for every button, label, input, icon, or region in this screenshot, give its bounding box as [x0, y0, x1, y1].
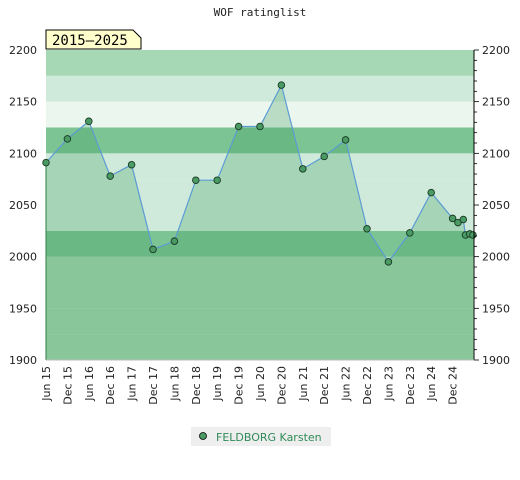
- data-point: [277, 81, 286, 89]
- background-band: [46, 256, 474, 283]
- x-tick-label: Jun 18: [168, 366, 181, 402]
- background-band: [46, 282, 474, 309]
- y-tick-label-left: 1900: [9, 354, 37, 367]
- background-band: [46, 153, 474, 180]
- x-tick-label: Dec 22: [361, 366, 374, 405]
- x-tick-label: Jun 17: [126, 366, 139, 402]
- x-tick-label: Dec 21: [318, 366, 331, 405]
- series-points: [42, 81, 477, 266]
- background-band: [46, 50, 474, 76]
- x-tick-label: Dec 18: [190, 366, 203, 405]
- background-band: [46, 334, 474, 360]
- chart-title: WOF ratinglist: [214, 6, 307, 19]
- data-point: [363, 225, 371, 233]
- legend-label: FELDBORG Karsten: [216, 431, 322, 444]
- y-axis-right-ticks: 1900 1950 2000 2050 2100 2150 2200: [474, 44, 510, 367]
- y-tick-label-left: 2050: [9, 199, 37, 212]
- y-tick-label-left: 2200: [9, 44, 37, 57]
- x-tick-label: Dec 24: [447, 366, 460, 405]
- y-tick-label-right: 2100: [482, 147, 510, 160]
- y-tick-label-left: 2150: [9, 96, 37, 109]
- x-tick-label: Dec 19: [233, 366, 246, 405]
- legend-marker: [199, 432, 207, 440]
- x-tick-label: Dec 15: [61, 366, 74, 405]
- data-point: [127, 160, 136, 169]
- data-point: [85, 117, 93, 126]
- data-point: [213, 176, 221, 184]
- data-point: [427, 188, 435, 197]
- x-axis-ticks: Jun 15 Dec 15 Jun 16 Dec 16 Jun 17 Dec 17 Jun …: [40, 366, 460, 405]
- x-tick-label: Jun 23: [382, 366, 395, 402]
- y-tick-label-right: 2200: [482, 44, 510, 57]
- data-point: [234, 122, 243, 131]
- background-band: [46, 230, 474, 257]
- x-tick-label: Dec 23: [404, 366, 417, 405]
- data-point: [299, 165, 307, 173]
- data-point: [170, 237, 179, 245]
- background-band: [46, 205, 474, 231]
- y-tick-label-left: 2000: [9, 251, 37, 264]
- series-area-fill: [46, 85, 473, 360]
- data-point: [406, 229, 414, 237]
- data-point: [459, 215, 468, 224]
- data-point: [448, 214, 457, 223]
- y-axis-left-ticks: 1900 1950 2000 2050 2100 2150 2200: [9, 44, 37, 367]
- x-tick-label: Jun 24: [425, 366, 438, 402]
- x-tick-label: Jun 19: [211, 366, 224, 402]
- x-tick-label: Jun 22: [340, 366, 353, 402]
- y-tick-label-right: 1900: [482, 354, 510, 367]
- legend: FELDBORG Karsten: [191, 427, 331, 446]
- data-point: [320, 152, 328, 161]
- x-tick-label: Dec 17: [147, 366, 160, 405]
- period-badge-label: 2015–2025: [52, 33, 128, 49]
- x-tick-label: Jun 16: [83, 366, 96, 402]
- data-point: [256, 122, 264, 131]
- x-tick-label: Jun 21: [297, 366, 310, 402]
- x-tick-label: Dec 20: [275, 366, 288, 405]
- data-point: [63, 135, 72, 143]
- data-point: [341, 136, 350, 144]
- background-band: [46, 127, 474, 154]
- data-point: [469, 231, 477, 239]
- x-tick-label: Jun 20: [254, 366, 267, 402]
- y-tick-label-right: 2150: [482, 96, 510, 109]
- y-tick-label-right: 2000: [482, 251, 510, 264]
- y-tick-label-right: 1950: [482, 302, 510, 315]
- background-band: [46, 308, 474, 335]
- x-tick-label: Dec 16: [104, 366, 117, 405]
- y-tick-label-left: 2100: [9, 147, 37, 160]
- data-point: [192, 176, 200, 184]
- y-tick-label-right: 2050: [482, 199, 510, 212]
- y-tick-label-left: 1950: [9, 302, 37, 315]
- data-point: [106, 172, 114, 180]
- background-band: [46, 179, 474, 205]
- background-band: [46, 75, 474, 102]
- x-tick-label: Jun 15: [40, 366, 53, 402]
- data-point: [42, 158, 50, 167]
- data-point: [384, 258, 393, 266]
- data-point: [149, 245, 157, 254]
- period-badge: 2015–2025: [45, 29, 142, 50]
